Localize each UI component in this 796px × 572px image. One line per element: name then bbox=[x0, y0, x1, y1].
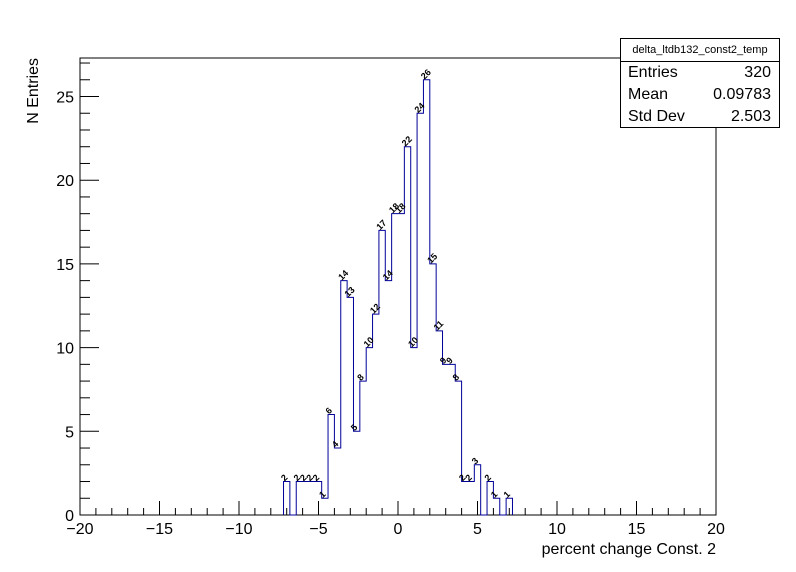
bin-count-label: 2 bbox=[304, 472, 315, 483]
stats-label: Entries bbox=[628, 64, 678, 81]
bin-count-label: 1 bbox=[317, 489, 328, 500]
bin-count-label: 13 bbox=[343, 285, 357, 299]
y-tick-label: 20 bbox=[56, 173, 74, 190]
bin-count-label: 1 bbox=[502, 489, 513, 500]
x-tick-label: 15 bbox=[628, 521, 646, 538]
y-tick-label: 25 bbox=[56, 90, 74, 107]
x-tick-label: −10 bbox=[225, 521, 252, 538]
bin-count-label: 2 bbox=[279, 472, 290, 483]
bin-count-label: 14 bbox=[381, 268, 395, 282]
x-axis-label: percent change Const. 2 bbox=[542, 541, 716, 558]
y-tick-label: 5 bbox=[65, 424, 74, 441]
bin-count-label: 2 bbox=[298, 472, 309, 483]
bin-count-label: 10 bbox=[406, 335, 420, 349]
stats-value: 320 bbox=[744, 64, 771, 81]
bin-count-label: 9 bbox=[438, 355, 449, 366]
x-tick-label: 10 bbox=[548, 521, 566, 538]
bin-count-label: 2 bbox=[463, 472, 474, 483]
stats-value: 0.09783 bbox=[713, 86, 771, 103]
y-tick-label: 15 bbox=[56, 257, 74, 274]
bin-count-label: 2 bbox=[292, 472, 303, 483]
bin-count-label: 8 bbox=[355, 372, 366, 383]
x-tick-labels: −20 −15 −10 −5 0 5 10 15 20 bbox=[66, 521, 725, 538]
x-tick-label: 20 bbox=[707, 521, 725, 538]
bin-count-label: 9 bbox=[444, 355, 455, 366]
bin-count-label: 18 bbox=[387, 201, 401, 215]
y-tick-labels: 0 5 10 15 20 25 bbox=[56, 90, 74, 525]
bin-count-label: 10 bbox=[362, 335, 376, 349]
histogram-line bbox=[283, 79, 513, 516]
x-tick-label: −15 bbox=[146, 521, 173, 538]
y-tick-label: 0 bbox=[65, 508, 74, 525]
stats-row-stddev: Std Dev 2.503 bbox=[621, 106, 779, 128]
bin-count-label: 18 bbox=[393, 201, 407, 215]
x-tick-label: 0 bbox=[394, 521, 403, 538]
stats-row-entries: Entries 320 bbox=[621, 62, 779, 84]
bin-count-label: 4 bbox=[330, 439, 341, 450]
bin-count-label: 14 bbox=[336, 268, 350, 282]
bin-count-label: 3 bbox=[470, 456, 481, 467]
bin-count-labels: 2 222216414135810121714181822102426151199… bbox=[279, 67, 512, 500]
y-axis-label: N Entries bbox=[25, 58, 42, 124]
y-tick-label: 10 bbox=[56, 341, 74, 358]
bin-count-label: 5 bbox=[349, 422, 360, 433]
bin-count-label: 12 bbox=[368, 302, 382, 316]
bin-count-label: 11 bbox=[432, 319, 446, 333]
bin-count-label: 2 bbox=[311, 472, 322, 483]
bin-count-label: 24 bbox=[412, 101, 426, 115]
bin-count-label: 22 bbox=[400, 134, 414, 148]
stats-box: delta_ltdb132_const2_temp Entries 320 Me… bbox=[620, 38, 780, 128]
bin-count-label: 2 bbox=[482, 472, 493, 483]
stats-label: Std Dev bbox=[628, 108, 685, 125]
bin-count-label: 1 bbox=[489, 489, 500, 500]
x-tick-label: −20 bbox=[66, 521, 93, 538]
bin-count-label: 26 bbox=[419, 67, 433, 81]
x-tick-label: −5 bbox=[309, 521, 327, 538]
stats-title: delta_ltdb132_const2_temp bbox=[621, 39, 779, 62]
bin-count-label: 17 bbox=[374, 218, 388, 232]
bin-count-label: 15 bbox=[425, 251, 439, 265]
x-tick-label: 5 bbox=[473, 521, 482, 538]
axis-ticks bbox=[79, 62, 717, 516]
plot-frame bbox=[79, 57, 717, 516]
stats-label: Mean bbox=[628, 86, 669, 103]
stats-row-mean: Mean 0.09783 bbox=[621, 84, 779, 106]
bin-count-label: 2 bbox=[457, 472, 468, 483]
bin-count-label: 6 bbox=[323, 405, 334, 416]
bin-count-label: 8 bbox=[451, 372, 462, 383]
stats-value: 2.503 bbox=[730, 108, 771, 125]
